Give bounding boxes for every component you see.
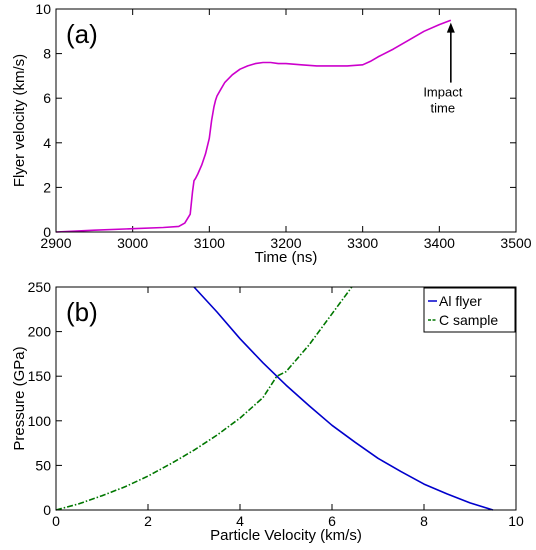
panel-a-label: (a): [66, 19, 98, 49]
y-tick-label: 10: [35, 1, 51, 17]
x-tick-label: 4: [236, 513, 244, 529]
y-tick-label: 0: [43, 502, 51, 518]
legend-label-al-flyer: Al flyer: [439, 293, 482, 309]
panel-b-series: [55, 286, 494, 511]
x-tick-label: 0: [52, 513, 60, 529]
impact-arrow-head: [446, 22, 455, 33]
x-tick-label: 3200: [270, 235, 301, 251]
panel-a-frame: [55, 8, 517, 233]
x-tick-label: 3400: [424, 235, 455, 251]
x-tick-label: 3300: [347, 235, 378, 251]
y-tick-label: 0: [43, 224, 51, 240]
x-tick-label: 2: [144, 513, 152, 529]
impact-label-line1: Impact: [423, 85, 462, 100]
panel-b-label: (b): [66, 297, 98, 327]
x-tick-label: 3000: [117, 235, 148, 251]
panel-b-y-axis-title: Pressure (GPa): [11, 346, 28, 450]
y-tick-label: 4: [43, 135, 51, 151]
y-tick-label: 8: [43, 46, 51, 62]
y-tick-label: 6: [43, 90, 51, 106]
panel-a-ticks: 2900 3000 3100 3200 3300 3400 3500 0 2 4 6 8 10: [35, 1, 531, 251]
y-tick-label: 200: [28, 324, 52, 340]
legend: Al flyer C sample: [423, 287, 516, 333]
series-line-al-flyer: [193, 286, 494, 511]
panel-b-x-axis-title: Particle Velocity (km/s): [210, 527, 362, 544]
panel-a: 2900 3000 3100 3200 3300 3400 3500 0 2 4 6 8 10 Impa…: [11, 1, 532, 266]
legend-label-c-sample: C sample: [439, 312, 498, 328]
legend-box: [423, 287, 516, 333]
y-tick-label: 250: [28, 279, 52, 295]
panel-b-frame: [55, 286, 517, 511]
x-tick-label: 10: [508, 513, 524, 529]
y-tick-label: 2: [43, 179, 51, 195]
y-tick-label: 50: [35, 457, 51, 473]
x-tick-label: 6: [328, 513, 336, 529]
x-tick-label: 3500: [500, 235, 531, 251]
y-tick-label: 100: [28, 413, 52, 429]
panel-a-series: [55, 19, 452, 233]
panel-a-y-axis-title: Flyer velocity (km/s): [11, 54, 28, 187]
impact-label-line2: time: [431, 101, 456, 116]
y-tick-label: 150: [28, 368, 52, 384]
series-line-a-velocity: [55, 19, 452, 233]
series-line-c-sample: [55, 286, 353, 511]
x-tick-label: 8: [420, 513, 428, 529]
x-tick-label: 2900: [40, 235, 71, 251]
x-tick-label: 3100: [194, 235, 225, 251]
impact-annotation: Impact time: [423, 22, 463, 116]
panel-a-x-axis-title: Time (ns): [255, 249, 318, 266]
